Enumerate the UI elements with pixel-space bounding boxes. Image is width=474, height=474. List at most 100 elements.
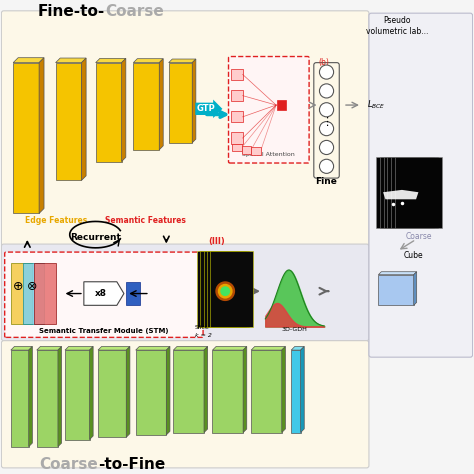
Polygon shape <box>212 346 247 350</box>
Polygon shape <box>301 346 304 433</box>
Polygon shape <box>383 190 419 199</box>
Text: (III): (III) <box>209 237 226 246</box>
Polygon shape <box>192 59 196 143</box>
Text: Slice: Slice <box>195 325 210 330</box>
Polygon shape <box>11 346 32 350</box>
Polygon shape <box>84 282 124 305</box>
Polygon shape <box>136 346 170 350</box>
Circle shape <box>220 286 230 296</box>
FancyBboxPatch shape <box>380 157 427 228</box>
Text: Fine: Fine <box>316 177 337 186</box>
Polygon shape <box>136 350 166 435</box>
Polygon shape <box>166 346 170 435</box>
Polygon shape <box>291 350 301 433</box>
Polygon shape <box>98 346 130 350</box>
Text: ⋮: ⋮ <box>321 117 332 127</box>
Polygon shape <box>133 59 163 63</box>
Text: ⊕: ⊕ <box>13 280 23 293</box>
Text: GTP: GTP <box>197 104 216 113</box>
Text: 3D-GDH: 3D-GDH <box>282 327 308 332</box>
Polygon shape <box>58 346 62 447</box>
Polygon shape <box>282 346 285 433</box>
Text: Coarse: Coarse <box>405 232 432 241</box>
Text: -to-Fine: -to-Fine <box>98 456 165 472</box>
Polygon shape <box>23 263 44 324</box>
Text: $L_{BCE}$: $L_{BCE}$ <box>366 99 385 111</box>
Text: volumetric lab...: volumetric lab... <box>366 27 428 36</box>
Polygon shape <box>251 350 282 433</box>
Polygon shape <box>378 272 417 275</box>
Text: Coarse: Coarse <box>105 4 164 19</box>
Polygon shape <box>231 69 243 80</box>
Polygon shape <box>126 346 130 438</box>
Polygon shape <box>169 59 196 63</box>
Polygon shape <box>39 58 44 213</box>
Text: Coarse: Coarse <box>39 456 98 472</box>
Polygon shape <box>29 346 32 447</box>
FancyBboxPatch shape <box>200 251 243 327</box>
FancyBboxPatch shape <box>395 157 442 228</box>
Text: ⊗: ⊗ <box>27 280 37 293</box>
Circle shape <box>319 140 334 155</box>
FancyBboxPatch shape <box>197 251 239 327</box>
Polygon shape <box>96 58 126 63</box>
Polygon shape <box>96 63 121 162</box>
FancyBboxPatch shape <box>383 157 431 228</box>
Text: Fine-to-: Fine-to- <box>38 4 105 19</box>
Polygon shape <box>378 275 414 305</box>
Polygon shape <box>36 346 62 350</box>
Polygon shape <box>231 111 243 122</box>
FancyBboxPatch shape <box>210 251 253 327</box>
Polygon shape <box>414 272 417 305</box>
Polygon shape <box>11 263 32 324</box>
Polygon shape <box>277 100 286 110</box>
Polygon shape <box>133 63 159 150</box>
Polygon shape <box>65 350 90 439</box>
Polygon shape <box>231 132 243 144</box>
Polygon shape <box>232 144 242 151</box>
Polygon shape <box>243 346 247 433</box>
Circle shape <box>218 284 233 299</box>
Circle shape <box>319 103 334 117</box>
FancyBboxPatch shape <box>1 244 369 341</box>
Text: Semantic Transfer Module (STM): Semantic Transfer Module (STM) <box>39 328 169 334</box>
Text: k = 2: k = 2 <box>195 333 211 338</box>
FancyBboxPatch shape <box>1 341 369 468</box>
Text: Spatial Attention: Spatial Attention <box>242 152 295 157</box>
FancyBboxPatch shape <box>207 251 249 327</box>
Polygon shape <box>204 346 208 433</box>
Polygon shape <box>55 58 86 63</box>
Polygon shape <box>36 350 58 447</box>
FancyBboxPatch shape <box>5 252 203 337</box>
Polygon shape <box>121 58 126 162</box>
Polygon shape <box>159 59 163 150</box>
Polygon shape <box>98 350 126 438</box>
Polygon shape <box>212 350 243 433</box>
Polygon shape <box>231 90 243 101</box>
FancyBboxPatch shape <box>387 157 435 228</box>
Polygon shape <box>65 346 93 350</box>
Text: Cube: Cube <box>404 251 424 260</box>
Circle shape <box>319 121 334 136</box>
Circle shape <box>319 84 334 98</box>
Polygon shape <box>13 58 44 63</box>
Polygon shape <box>169 63 192 143</box>
Polygon shape <box>90 346 93 439</box>
Text: Pseudo: Pseudo <box>383 16 411 25</box>
Polygon shape <box>11 350 29 447</box>
Text: Semantic Features: Semantic Features <box>105 216 186 225</box>
Circle shape <box>319 159 334 173</box>
Text: x8: x8 <box>95 289 107 298</box>
Polygon shape <box>251 346 285 350</box>
FancyBboxPatch shape <box>203 251 246 327</box>
Polygon shape <box>173 350 204 433</box>
FancyBboxPatch shape <box>228 56 309 163</box>
FancyBboxPatch shape <box>376 157 423 228</box>
FancyBboxPatch shape <box>369 13 473 357</box>
Polygon shape <box>291 346 304 350</box>
Polygon shape <box>82 58 86 181</box>
Polygon shape <box>242 146 251 154</box>
Text: (b): (b) <box>319 58 329 67</box>
Polygon shape <box>126 282 140 305</box>
Circle shape <box>319 65 334 79</box>
